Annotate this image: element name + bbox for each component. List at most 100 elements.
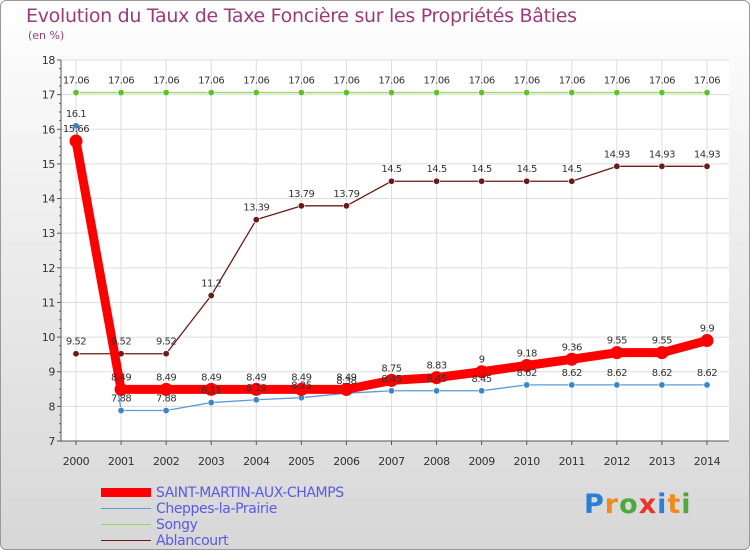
legend-label-ablancourt: Ablancourt (156, 533, 229, 549)
point-cheppes-la-prairie (72, 122, 80, 130)
data-label-ablancourt: 14.5 (381, 164, 401, 175)
point-songy (613, 89, 621, 97)
point-saint-martin-aux-champs (385, 373, 398, 387)
logo-letter: i (681, 489, 692, 520)
point-ablancourt (297, 202, 305, 210)
legend-label-saint-martin: SAINT-MARTIN-AUX-CHAMPS (156, 485, 344, 501)
data-label-ablancourt: 14.5 (562, 164, 582, 175)
x-tick-label: 2006 (333, 455, 360, 468)
legend: SAINT-MARTIN-AUX-CHAMPS Cheppes-la-Prair… (101, 485, 421, 549)
data-label-songy: 17.06 (108, 76, 134, 87)
legend-swatch-ablancourt (101, 540, 151, 541)
data-label-ablancourt: 14.5 (472, 164, 492, 175)
y-unit-label: (en %) (28, 29, 65, 42)
data-label-saint-martin-aux-champs: 8.75 (381, 363, 401, 374)
point-cheppes-la-prairie (523, 381, 531, 389)
data-label-ablancourt: 14.5 (426, 164, 446, 175)
point-saint-martin-aux-champs (249, 382, 263, 396)
point-cheppes-la-prairie (433, 387, 441, 395)
point-ablancourt (72, 350, 80, 358)
x-tick-label: 2007 (378, 455, 405, 468)
logo-letter: t (667, 489, 682, 520)
point-ablancourt (342, 202, 350, 210)
data-label-cheppes-la-prairie: 8.62 (652, 368, 672, 379)
point-songy (297, 89, 305, 97)
legend-item-cheppes: Cheppes-la-Prairie (101, 501, 421, 517)
point-saint-martin-aux-champs (475, 365, 489, 379)
data-label-songy: 17.06 (559, 76, 585, 87)
point-saint-martin-aux-champs (114, 382, 128, 396)
point-ablancourt (568, 177, 576, 185)
legend-label-songy: Songy (156, 517, 198, 533)
data-label-cheppes-la-prairie: 7.88 (156, 394, 176, 405)
point-saint-martin-aux-champs (520, 358, 534, 372)
legend-label-cheppes: Cheppes-la-Prairie (156, 501, 277, 517)
y-tick-label: 17 (42, 89, 56, 102)
x-tick-label: 2003 (198, 455, 225, 468)
data-label-cheppes-la-prairie: 16.1 (66, 109, 86, 120)
point-saint-martin-aux-champs (430, 371, 444, 385)
logo-letter: P (584, 489, 605, 520)
point-saint-martin-aux-champs (159, 382, 173, 396)
data-label-ablancourt: 14.93 (694, 149, 720, 160)
legend-swatch-saint-martin (101, 488, 151, 497)
y-tick-label: 10 (42, 331, 56, 344)
point-saint-martin-aux-champs (69, 134, 83, 148)
x-tick-label: 2008 (423, 455, 450, 468)
data-label-songy: 17.06 (333, 76, 359, 87)
point-ablancourt (162, 350, 170, 358)
data-label-cheppes-la-prairie: 8.45 (472, 374, 492, 385)
logo-letter: o (619, 489, 639, 520)
point-songy (433, 89, 441, 97)
y-tick-label: 13 (42, 227, 56, 240)
data-label-saint-martin-aux-champs: 15.66 (63, 124, 89, 135)
data-label-songy: 17.06 (469, 76, 495, 87)
data-label-saint-martin-aux-champs: 9.18 (517, 348, 537, 359)
legend-swatch-songy (101, 524, 151, 525)
point-songy (478, 89, 486, 97)
point-saint-martin-aux-champs (655, 346, 669, 360)
point-songy (117, 89, 125, 97)
y-tick-label: 18 (42, 54, 56, 67)
point-ablancourt (387, 177, 395, 185)
data-label-saint-martin-aux-champs: 9.36 (562, 342, 582, 353)
data-label-cheppes-la-prairie: 8.62 (517, 368, 537, 379)
point-cheppes-la-prairie (387, 387, 395, 395)
point-songy (207, 89, 215, 97)
data-label-ablancourt: 13.39 (243, 203, 269, 214)
data-label-saint-martin-aux-champs: 9.55 (607, 336, 627, 347)
y-tick-label: 15 (42, 158, 56, 171)
point-saint-martin-aux-champs (339, 382, 353, 396)
y-tick-label: 11 (42, 296, 55, 309)
y-tick-label: 14 (42, 193, 56, 206)
data-label-saint-martin-aux-champs: 8.49 (201, 372, 221, 383)
data-label-songy: 17.06 (63, 76, 89, 87)
point-songy (252, 89, 260, 97)
point-ablancourt (207, 292, 215, 300)
proxiti-logo: Proxiti (584, 489, 692, 520)
point-ablancourt (478, 177, 486, 185)
point-cheppes-la-prairie (162, 407, 170, 415)
point-cheppes-la-prairie (478, 387, 486, 395)
logo-letter: r (604, 489, 620, 520)
point-songy (703, 89, 711, 97)
point-ablancourt (252, 216, 260, 224)
point-saint-martin-aux-champs (294, 382, 308, 396)
x-tick-label: 2001 (108, 455, 134, 468)
data-label-saint-martin-aux-champs: 9.55 (652, 336, 672, 347)
y-tick-label: 7 (48, 435, 55, 448)
data-label-ablancourt: 9.52 (66, 337, 86, 348)
x-tick-label: 2005 (288, 455, 315, 468)
y-tick-label: 16 (42, 123, 56, 136)
data-label-cheppes-la-prairie: 8.45 (426, 374, 446, 385)
data-label-saint-martin-aux-champs: 8.83 (426, 361, 446, 372)
point-songy (568, 89, 576, 97)
y-tick-label: 8 (48, 400, 55, 413)
data-label-ablancourt: 14.5 (517, 164, 537, 175)
point-saint-martin-aux-champs (610, 346, 624, 360)
data-label-cheppes-la-prairie: 8.62 (562, 368, 582, 379)
data-label-saint-martin-aux-champs: 8.49 (156, 372, 176, 383)
x-tick-label: 2012 (604, 455, 630, 468)
data-label-ablancourt: 13.79 (288, 189, 314, 200)
